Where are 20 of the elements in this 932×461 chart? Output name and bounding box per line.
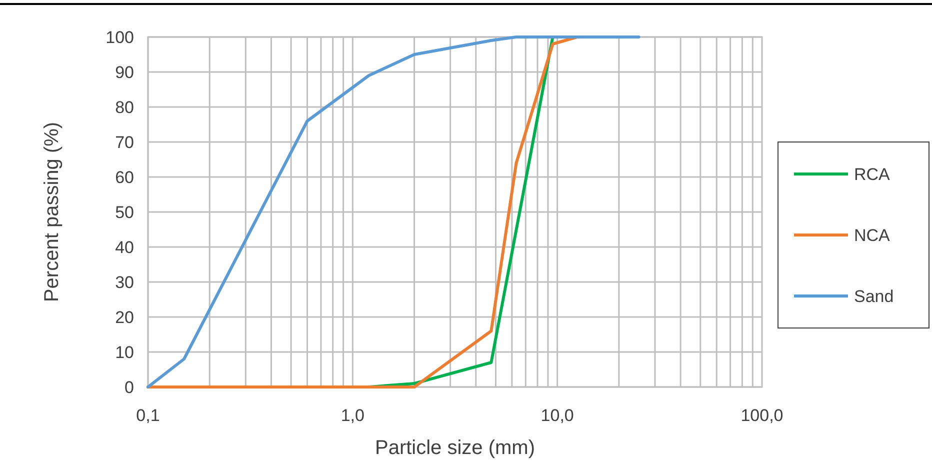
y-tick-label: 10 <box>115 342 134 362</box>
y-tick-label: 20 <box>115 308 134 327</box>
x-tick-label: 10,0 <box>540 406 574 425</box>
y-tick-label: 70 <box>115 132 134 152</box>
y-tick-label: 50 <box>115 202 134 222</box>
y-tick-label: 90 <box>115 62 134 82</box>
x-tick-label: 1,0 <box>340 406 364 425</box>
legend-label: Sand <box>854 286 894 306</box>
y-tick-label: 40 <box>115 238 134 257</box>
y-tick-label: 80 <box>115 98 134 117</box>
y-tick-label: 0 <box>124 378 134 397</box>
y-tick-label: 30 <box>115 272 134 292</box>
y-tick-label: 100 <box>106 28 134 47</box>
x-tick-label: 0,1 <box>136 406 160 425</box>
y-tick-label: 60 <box>115 168 134 187</box>
legend-label: RCA <box>854 164 891 184</box>
y-axis-title: Percent passing (%) <box>41 122 63 302</box>
x-tick-label: 100,0 <box>740 406 784 425</box>
legend-label: NCA <box>854 226 891 245</box>
x-axis-title: Particle size (mm) <box>374 437 536 459</box>
